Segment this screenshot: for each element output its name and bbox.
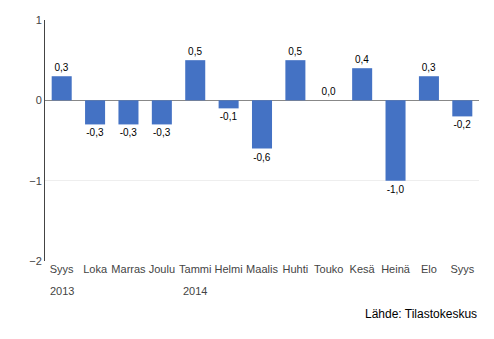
- svg-text:Kesä: Kesä: [350, 263, 376, 275]
- svg-text:Marras: Marras: [111, 263, 146, 275]
- svg-text:0: 0: [36, 94, 42, 106]
- svg-text:-0,1: -0,1: [220, 111, 238, 122]
- svg-text:Elo: Elo: [421, 263, 437, 275]
- svg-text:0,5: 0,5: [188, 46, 202, 57]
- svg-text:Touko: Touko: [314, 263, 343, 275]
- svg-text:Huhti: Huhti: [283, 263, 309, 275]
- svg-text:Heinä: Heinä: [381, 263, 411, 275]
- svg-text:0,0: 0,0: [322, 86, 336, 97]
- svg-text:1: 1: [36, 14, 42, 26]
- svg-text:-0,2: -0,2: [453, 119, 471, 130]
- svg-text:Syys: Syys: [50, 263, 74, 275]
- svg-text:2014: 2014: [183, 285, 207, 297]
- svg-text:−2: −2: [29, 255, 42, 267]
- svg-text:Joulu: Joulu: [149, 263, 175, 275]
- svg-text:Helmi: Helmi: [215, 263, 243, 275]
- svg-text:2013: 2013: [50, 285, 74, 297]
- svg-text:Loka: Loka: [83, 263, 108, 275]
- svg-text:-0,3: -0,3: [120, 127, 138, 138]
- svg-text:0,5: 0,5: [288, 46, 302, 57]
- svg-text:0,3: 0,3: [55, 62, 69, 73]
- svg-text:-0,6: -0,6: [253, 152, 271, 163]
- svg-text:-0,3: -0,3: [86, 127, 104, 138]
- svg-text:0,4: 0,4: [355, 54, 369, 65]
- svg-text:Maalis: Maalis: [246, 263, 278, 275]
- svg-text:Lähde: Tilastokeskus: Lähde: Tilastokeskus: [365, 307, 477, 321]
- svg-text:Syys: Syys: [450, 263, 474, 275]
- svg-text:Tammi: Tammi: [179, 263, 211, 275]
- svg-text:−1: −1: [29, 175, 42, 187]
- svg-text:-0,3: -0,3: [153, 127, 171, 138]
- svg-text:-1,0: -1,0: [387, 184, 405, 195]
- svg-text:0,3: 0,3: [422, 62, 436, 73]
